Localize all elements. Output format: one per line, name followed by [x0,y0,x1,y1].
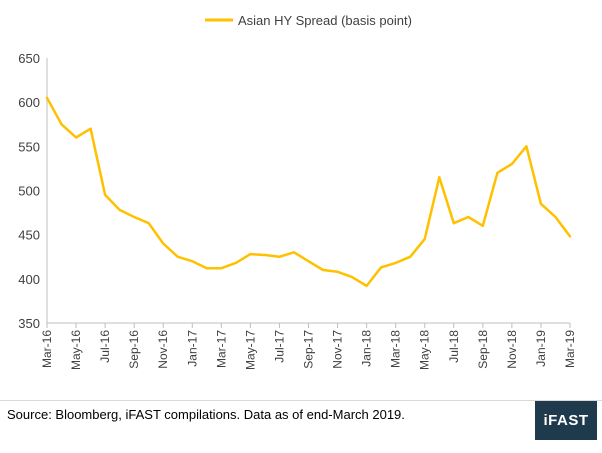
y-tick-label: 350 [18,316,40,331]
x-tick-label: Mar-19 [563,330,577,368]
x-tick-label: Nov-16 [156,330,170,369]
x-tick-label: Jan-19 [534,330,548,367]
line-chart: 350 400 450 500 550 600 650 Mar-16 May-16 Jul-16 S… [18,13,577,370]
y-tick-label: 550 [18,139,40,154]
x-tick-label: May-16 [69,330,83,370]
x-tick-label: Sep-16 [127,330,141,369]
x-tick-label: Mar-17 [214,330,228,368]
series-line-asian-hy-spread [45,96,572,288]
x-tick-label: Jan-18 [360,330,374,367]
x-tick-label: Nov-18 [505,330,519,369]
y-tick-label: 650 [18,51,40,66]
x-tick-label: Jul-16 [98,330,112,363]
source-note: Source: Bloomberg, iFAST compilations. D… [7,407,405,422]
ifast-logo: iFAST [535,401,597,440]
x-tick-label: May-17 [243,330,257,370]
chart-footer: Source: Bloomberg, iFAST compilations. D… [0,400,602,453]
y-tick-label: 600 [18,95,40,110]
x-tick-label: Jul-17 [272,330,286,363]
y-tick-label: 400 [18,272,40,287]
x-tick-label: Mar-16 [40,330,54,368]
x-tick-label: Jul-18 [447,330,461,363]
x-tick-label: Jan-17 [185,330,199,367]
x-tick-label: Nov-17 [331,330,345,369]
x-tick-label: May-18 [418,330,432,370]
y-tick-label: 450 [18,228,40,243]
chart-area: 350 400 450 500 550 600 650 Mar-16 May-16 Jul-16 S… [18,13,577,370]
x-tick-label: Mar-18 [389,330,403,368]
x-tick-label: Sep-17 [302,330,316,369]
y-tick-label: 500 [18,184,40,199]
legend-label: Asian HY Spread (basis point) [238,13,412,28]
x-tick-label: Sep-18 [476,330,490,369]
